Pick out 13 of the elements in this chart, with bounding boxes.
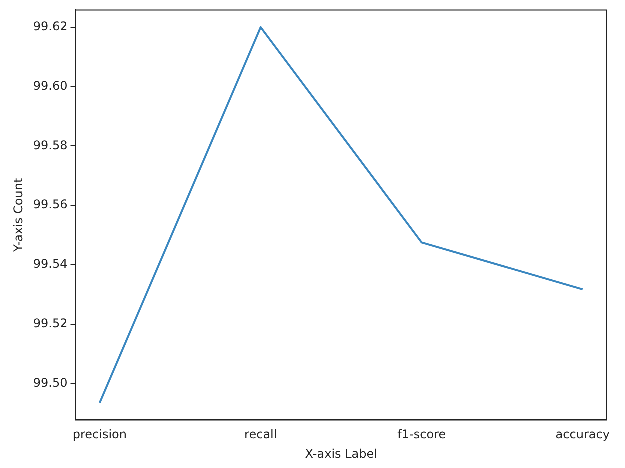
x-axis-title: X-axis Label bbox=[305, 446, 378, 461]
y-tick-label: 99.58 bbox=[33, 138, 68, 152]
y-tick-label: 99.52 bbox=[33, 316, 68, 330]
y-axis-title: Y-axis Count bbox=[11, 178, 26, 254]
y-tick-label: 99.62 bbox=[33, 20, 68, 34]
y-tick-label: 99.56 bbox=[33, 198, 68, 212]
y-tick-label: 99.50 bbox=[33, 376, 68, 390]
x-tick-label: recall bbox=[244, 428, 278, 442]
y-tick-label: 99.54 bbox=[33, 257, 68, 272]
x-tick-label: accuracy bbox=[556, 428, 610, 442]
y-tick-label: 99.60 bbox=[33, 78, 68, 93]
x-tick-label: f1-score bbox=[398, 428, 446, 442]
x-tick-label: precision bbox=[72, 428, 127, 442]
